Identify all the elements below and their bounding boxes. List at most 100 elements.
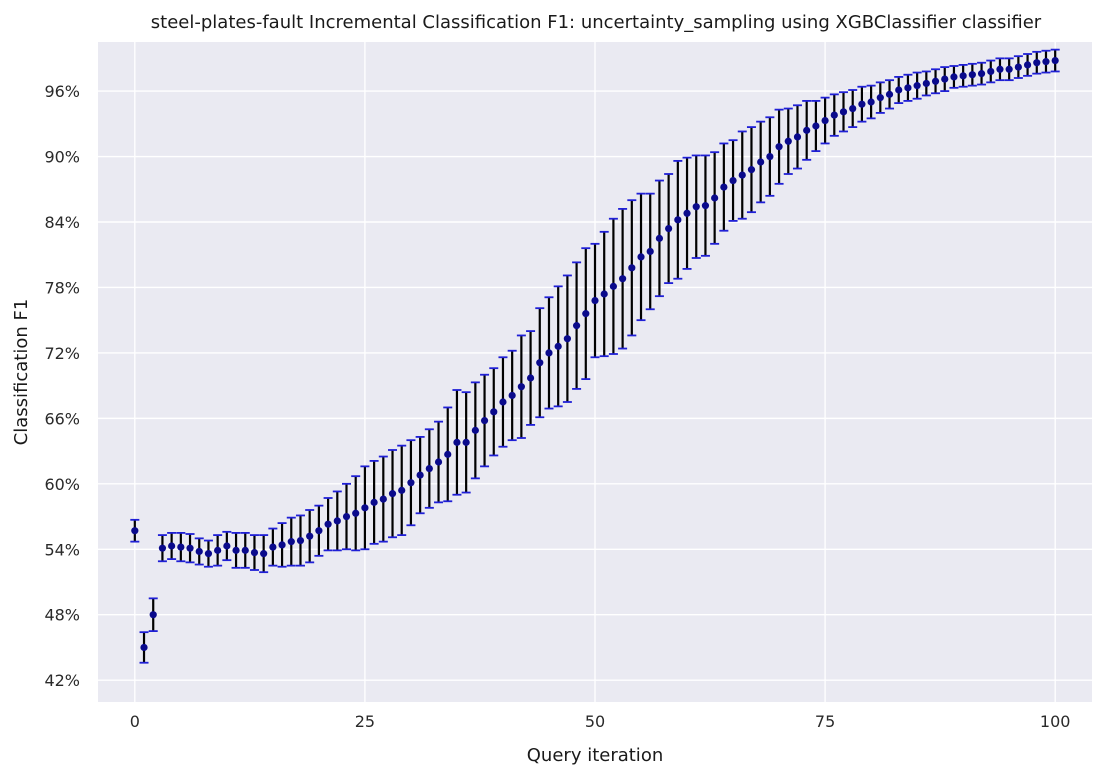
data-point [1005,65,1013,73]
data-point [287,538,295,546]
y-tick-label: 48% [44,606,80,625]
data-point [775,143,783,151]
data-point [545,349,553,357]
data-point [941,75,949,83]
data-point [361,504,369,512]
data-point [471,426,479,434]
data-point [977,70,986,78]
data-point [830,111,838,119]
data-point [158,544,167,552]
data-point [996,65,1004,73]
data-point [849,104,857,113]
y-tick-label: 54% [44,540,80,559]
x-tick-label: 50 [585,712,605,731]
data-point [480,416,489,425]
data-point [793,133,802,141]
data-point [738,171,746,179]
data-point [296,536,305,545]
data-point [434,458,443,466]
data-point [729,176,737,185]
x-axis-label: Query iteration [527,745,663,766]
chart-title: steel-plates-fault Incremental Classific… [151,12,1042,33]
data-point [711,194,719,202]
data-point [655,234,664,242]
data-point [766,152,774,161]
data-point [803,126,811,134]
data-point [904,84,912,92]
data-point [342,512,351,521]
x-axis-ticks: 0 25 50 75 100 [130,712,1071,731]
data-point [260,550,268,558]
y-tick-label: 96% [44,82,80,101]
y-tick-label: 84% [44,213,80,232]
y-tick-label: 72% [44,344,80,363]
data-point [591,296,599,305]
y-tick-label: 78% [44,278,80,297]
x-tick-label: 75 [815,712,835,731]
x-tick-label: 25 [355,712,375,731]
x-tick-label: 100 [1040,712,1071,731]
data-point [619,275,627,283]
data-point [490,408,498,416]
data-point [223,542,231,550]
data-point [858,100,866,108]
data-point [563,335,571,343]
data-point [398,486,406,494]
data-point [885,90,894,98]
data-point [315,527,323,535]
y-tick-label: 42% [44,671,80,690]
data-point [168,542,176,550]
data-point [582,310,590,318]
data-point [306,532,314,540]
data-point [720,183,728,191]
data-point [425,464,433,473]
data-point [600,290,608,298]
data-point [324,520,332,528]
data-point [839,108,848,116]
data-point [554,342,562,350]
data-point [333,517,341,525]
y-axis-ticks: 42% 48% 54% 60% 66% 72% 78% 84% 90% 96% [44,82,80,690]
y-tick-label: 60% [44,475,80,494]
data-point [784,137,792,145]
data-point [444,450,452,458]
data-point [609,282,618,290]
data-point [922,79,930,88]
data-point [674,216,682,224]
data-point [278,541,286,549]
data-point [232,546,240,554]
data-point [572,322,581,330]
data-point [204,550,213,558]
data-point [1014,63,1022,71]
data-point [195,547,203,556]
data-point [250,548,259,557]
y-tick-label: 90% [44,148,80,167]
data-point [352,509,360,517]
data-point [987,67,995,76]
data-point [536,359,544,367]
data-point [1042,58,1050,66]
data-point [499,398,507,406]
data-point [186,544,194,552]
x-tick-label: 0 [130,712,140,731]
data-point [931,77,940,85]
data-point [637,253,645,261]
data-point [370,498,378,506]
data-point [177,543,185,551]
data-points [131,56,1059,652]
data-point [462,438,470,446]
data-point [876,94,884,102]
data-point [968,71,976,79]
data-point [812,122,820,130]
data-point [140,643,148,652]
data-point [416,471,424,479]
data-point [1033,59,1041,67]
data-point [1023,61,1032,69]
data-point [895,86,903,94]
data-point [517,383,525,391]
data-point [959,72,967,80]
data-point [407,479,415,487]
data-point [269,543,277,551]
data-point [131,527,139,535]
